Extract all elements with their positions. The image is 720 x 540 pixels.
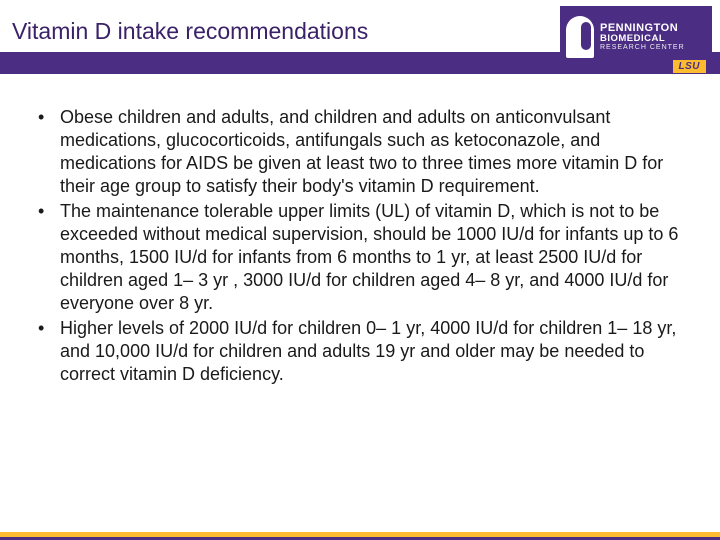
page-title: Vitamin D intake recommendations [12, 18, 368, 45]
bullet-list: Obese children and adults, and children … [30, 106, 690, 386]
logo-line2: BIOMEDICAL [600, 34, 685, 44]
logo-mark-icon [566, 16, 594, 58]
list-item: The maintenance tolerable upper limits (… [30, 200, 690, 315]
pennington-logo: PENNINGTON BIOMEDICAL RESEARCH CENTER [560, 6, 712, 68]
logo-line3: RESEARCH CENTER [600, 44, 685, 52]
lsu-badge: LSU [673, 60, 707, 73]
list-item: Obese children and adults, and children … [30, 106, 690, 198]
header: Vitamin D intake recommendations PENNING… [0, 0, 720, 74]
list-item: Higher levels of 2000 IU/d for children … [30, 317, 690, 386]
content-area: Obese children and adults, and children … [0, 74, 720, 408]
footer-accent-bar [0, 532, 720, 540]
logo-text: PENNINGTON BIOMEDICAL RESEARCH CENTER [600, 22, 685, 52]
